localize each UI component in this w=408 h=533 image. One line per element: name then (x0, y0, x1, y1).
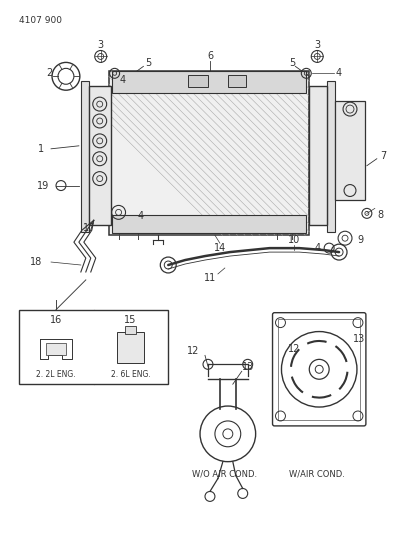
Text: 5: 5 (289, 59, 295, 68)
Bar (279, 319, 360, 420)
Bar (335, 101, 365, 200)
Text: 6: 6 (207, 52, 213, 61)
Text: 4: 4 (314, 243, 320, 253)
Bar (112, 71, 306, 93)
Text: 4: 4 (336, 68, 342, 78)
Text: 16: 16 (50, 314, 62, 325)
Bar (124, 326, 136, 334)
Text: 4: 4 (120, 75, 126, 85)
Text: 2: 2 (46, 68, 52, 78)
Text: 12: 12 (288, 344, 301, 354)
Text: 11: 11 (204, 273, 216, 283)
Bar (81, 81, 89, 232)
Text: W/O AIR COND.: W/O AIR COND. (192, 469, 257, 478)
Bar (109, 71, 309, 235)
Bar (309, 86, 327, 225)
Text: 7: 7 (381, 151, 387, 161)
Text: 10: 10 (288, 235, 301, 245)
Text: 17: 17 (82, 223, 95, 233)
Bar (117, 332, 144, 364)
Text: 19: 19 (37, 181, 49, 191)
Text: 15: 15 (124, 314, 137, 325)
Text: 12: 12 (187, 346, 199, 357)
Text: 3: 3 (98, 39, 104, 50)
Text: 3: 3 (314, 39, 320, 50)
Bar (228, 75, 246, 87)
Text: 4107 900: 4107 900 (19, 15, 62, 25)
Text: 5: 5 (145, 59, 151, 68)
Text: 18: 18 (30, 257, 42, 267)
Bar (327, 81, 335, 232)
Text: 8: 8 (378, 211, 384, 220)
Bar (188, 75, 208, 87)
Text: 13: 13 (242, 362, 254, 373)
Text: 2. 6L ENG.: 2. 6L ENG. (111, 370, 151, 379)
Text: 9: 9 (358, 235, 364, 245)
Text: 2. 2L ENG.: 2. 2L ENG. (36, 370, 76, 379)
Bar (89, 86, 111, 225)
Bar (46, 343, 66, 356)
Bar (112, 215, 306, 233)
Text: 13: 13 (353, 335, 365, 344)
Text: 4: 4 (137, 212, 144, 221)
FancyBboxPatch shape (273, 313, 366, 426)
Bar (19, 310, 168, 384)
Text: W/AIR COND.: W/AIR COND. (289, 469, 345, 478)
Text: 1: 1 (38, 144, 44, 154)
Text: 14: 14 (214, 243, 226, 253)
